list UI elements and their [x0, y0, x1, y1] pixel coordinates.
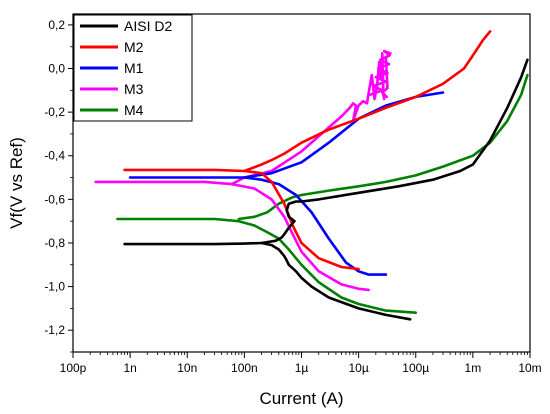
series-line-aisi-d2	[123, 219, 296, 246]
y-tick-label: -0,2	[44, 105, 65, 119]
series-line-m2	[243, 30, 492, 173]
x-tick-label: 100p	[60, 361, 87, 375]
axis-layer: 100p 1n 10n 100n 1µ 10µ 100µ 1m 10m 0,2 0,0 -0,2 -0,…	[44, 18, 541, 375]
y-tick-label: -1,0	[44, 280, 65, 294]
legend-label: M2	[124, 39, 144, 55]
series-line-aisi-d2	[285, 58, 529, 223]
series-layer	[94, 30, 529, 321]
legend: AISI D2 M2 M1 M3 M4	[73, 14, 193, 122]
x-tick-label: 1µ	[295, 361, 309, 375]
x-tick-label: 10m	[518, 361, 541, 375]
y-axis-title: Vf(V vs Ref)	[7, 137, 26, 229]
legend-label: M4	[124, 102, 144, 118]
series-line-m3	[94, 180, 371, 292]
series-line-m2	[123, 168, 360, 271]
x-tick-label: 100n	[231, 361, 258, 375]
x-axis-title: Current (A)	[259, 389, 343, 408]
legend-label: M3	[124, 81, 144, 97]
y-tick-label: -0,8	[44, 236, 65, 250]
x-tick-label: 10µ	[348, 361, 368, 375]
y-tick-label: 0,0	[48, 62, 65, 76]
x-tick-label: 10n	[177, 361, 197, 375]
y-tick-label: -1,2	[44, 323, 65, 337]
y-tick-label: 0,2	[48, 18, 65, 32]
y-tick-label: -0,4	[44, 149, 65, 163]
series-line-aisi-d2	[260, 241, 412, 321]
series-m2	[123, 30, 492, 271]
legend-label: M1	[124, 60, 144, 76]
x-tick-label: 1n	[123, 361, 136, 375]
legend-label: AISI D2	[124, 18, 172, 34]
series-aisi-d2	[123, 58, 529, 321]
x-tick-label: 1m	[465, 361, 482, 375]
series-m4	[116, 73, 529, 315]
series-m3	[94, 49, 392, 292]
series-line-m4	[237, 73, 529, 221]
series-line-m3	[368, 49, 392, 99]
y-tick-label: -0,6	[44, 192, 65, 206]
x-tick-label: 100µ	[402, 361, 429, 375]
series-line-m1	[128, 176, 388, 276]
series-line-m4	[116, 217, 418, 315]
